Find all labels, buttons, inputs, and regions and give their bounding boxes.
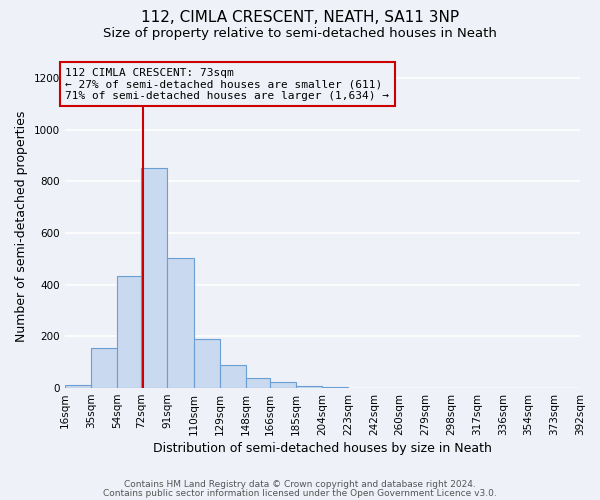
Text: Size of property relative to semi-detached houses in Neath: Size of property relative to semi-detach… (103, 28, 497, 40)
Bar (167, 258, 193, 388)
Bar (270, 382, 296, 388)
Y-axis label: Number of semi-detached properties: Number of semi-detached properties (15, 111, 28, 342)
Bar (117, 276, 142, 388)
Bar (193, 339, 220, 388)
Text: Contains public sector information licensed under the Open Government Licence v3: Contains public sector information licen… (103, 489, 497, 498)
Bar (142, 168, 167, 388)
Text: 112 CIMLA CRESCENT: 73sqm
← 27% of semi-detached houses are smaller (611)
71% of: 112 CIMLA CRESCENT: 73sqm ← 27% of semi-… (65, 68, 389, 101)
Bar (220, 366, 245, 388)
Bar (296, 386, 322, 388)
Text: 112, CIMLA CRESCENT, NEATH, SA11 3NP: 112, CIMLA CRESCENT, NEATH, SA11 3NP (141, 10, 459, 25)
Text: Contains HM Land Registry data © Crown copyright and database right 2024.: Contains HM Land Registry data © Crown c… (124, 480, 476, 489)
Bar (91, 348, 117, 388)
Bar (65, 386, 91, 388)
Bar (245, 378, 270, 388)
X-axis label: Distribution of semi-detached houses by size in Neath: Distribution of semi-detached houses by … (153, 442, 492, 455)
